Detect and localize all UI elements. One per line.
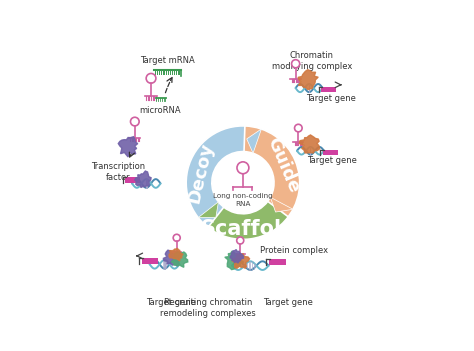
Text: Target gene: Target gene bbox=[263, 298, 312, 306]
Circle shape bbox=[237, 237, 244, 244]
Polygon shape bbox=[247, 129, 261, 153]
Text: Chromatin
modifying complex: Chromatin modifying complex bbox=[272, 51, 352, 71]
Polygon shape bbox=[230, 250, 244, 263]
Polygon shape bbox=[164, 250, 179, 266]
Text: Target mRNA: Target mRNA bbox=[140, 56, 195, 65]
Polygon shape bbox=[135, 171, 151, 187]
Text: Target gene: Target gene bbox=[307, 157, 356, 165]
Text: Protein complex: Protein complex bbox=[261, 246, 328, 255]
Circle shape bbox=[173, 234, 180, 241]
Wedge shape bbox=[186, 126, 248, 235]
Bar bbox=[142, 258, 158, 264]
Bar bbox=[125, 177, 140, 183]
Bar bbox=[269, 259, 286, 265]
Text: Long non-coding
RNA: Long non-coding RNA bbox=[213, 193, 273, 207]
Polygon shape bbox=[232, 253, 249, 268]
Circle shape bbox=[146, 73, 156, 83]
Bar bbox=[323, 150, 337, 155]
Wedge shape bbox=[208, 201, 288, 239]
Polygon shape bbox=[198, 202, 219, 218]
Polygon shape bbox=[118, 137, 138, 157]
Circle shape bbox=[292, 60, 300, 68]
Polygon shape bbox=[171, 252, 188, 267]
Polygon shape bbox=[225, 251, 244, 270]
Circle shape bbox=[130, 117, 139, 126]
Polygon shape bbox=[270, 197, 293, 212]
Circle shape bbox=[213, 152, 273, 213]
Text: Decoy: Decoy bbox=[184, 141, 216, 205]
Wedge shape bbox=[244, 126, 300, 221]
Circle shape bbox=[294, 124, 302, 132]
Text: Scaffold: Scaffold bbox=[201, 219, 297, 239]
Text: microRNA: microRNA bbox=[140, 106, 182, 115]
Text: Target gene: Target gene bbox=[146, 298, 196, 306]
Polygon shape bbox=[169, 249, 183, 261]
Text: Guide: Guide bbox=[263, 134, 303, 196]
Text: Target gene: Target gene bbox=[306, 94, 356, 103]
Polygon shape bbox=[298, 70, 318, 90]
Text: Recruiting chromatin
remodeling complexes: Recruiting chromatin remodeling complexe… bbox=[160, 298, 255, 318]
Circle shape bbox=[237, 162, 249, 174]
Polygon shape bbox=[299, 135, 319, 153]
Bar bbox=[321, 87, 336, 92]
Text: Transcription
factor: Transcription factor bbox=[91, 163, 146, 182]
